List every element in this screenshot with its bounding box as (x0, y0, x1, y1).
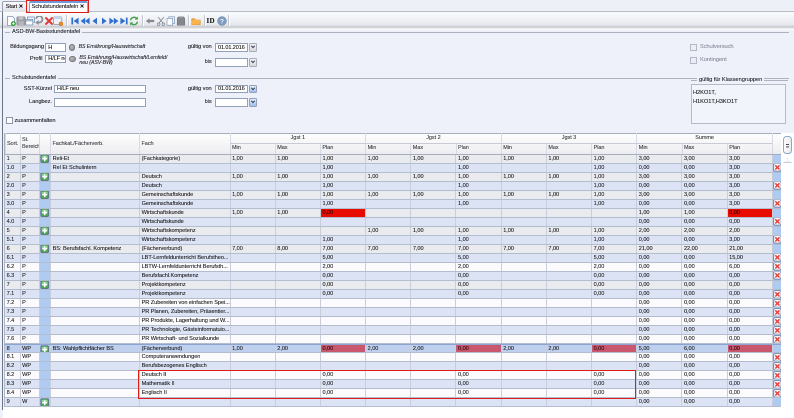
svg-text:?: ? (220, 18, 224, 25)
